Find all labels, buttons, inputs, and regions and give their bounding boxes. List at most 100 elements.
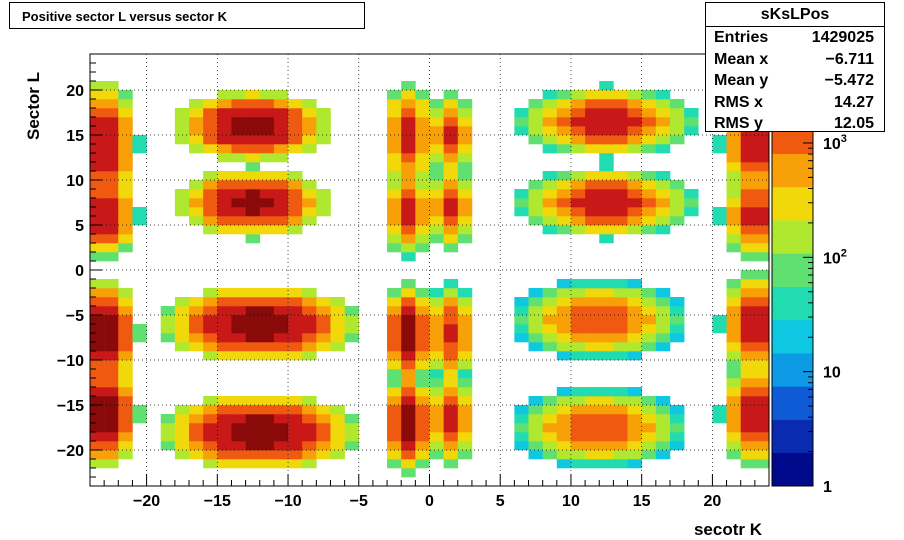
heatmap-cell <box>344 432 360 442</box>
heatmap-cell <box>542 117 558 127</box>
heatmap-cell <box>429 153 444 163</box>
heatmap-cell <box>90 198 105 208</box>
heatmap-cell <box>429 162 444 172</box>
heatmap-cell <box>231 189 246 199</box>
heatmap-cell <box>726 216 742 226</box>
heatmap-cell <box>231 351 246 361</box>
heatmap-cell <box>641 108 657 118</box>
heatmap-cell <box>401 297 416 307</box>
heatmap-cell <box>457 324 473 334</box>
heatmap-cell <box>641 90 657 100</box>
heatmap-cell <box>669 333 685 343</box>
heatmap-cell <box>655 180 671 190</box>
heatmap-cell <box>132 405 147 415</box>
heatmap-cell <box>90 369 105 379</box>
heatmap-cell <box>316 405 331 415</box>
heatmap-cell <box>189 414 204 424</box>
heatmap-cell <box>330 297 345 307</box>
heatmap-cell <box>570 351 586 361</box>
heatmap-cell <box>528 99 543 109</box>
heatmap-cell <box>245 405 261 415</box>
heatmap-cell <box>330 414 345 424</box>
heatmap-cell <box>203 216 218 226</box>
heatmap-cell <box>627 432 642 442</box>
heatmap-cell <box>429 117 444 127</box>
heatmap-cell <box>104 90 119 100</box>
heatmap-cell <box>401 198 416 208</box>
color-palette: 1 10 102 103 <box>771 53 847 496</box>
heatmap-cell <box>556 387 572 397</box>
heatmap-cell <box>203 144 218 154</box>
heatmap-cell <box>556 216 572 226</box>
heatmap-cell <box>189 324 204 334</box>
heatmap-cell <box>231 333 246 343</box>
heatmap-cell <box>160 333 176 343</box>
heatmap-cell <box>401 225 416 235</box>
heatmap-cell <box>104 396 119 406</box>
heatmap-cell <box>599 297 614 307</box>
heatmap-cell <box>259 405 275 415</box>
heatmap-cell <box>104 252 119 262</box>
heatmap-cell <box>542 342 558 352</box>
heatmap-cell <box>542 171 558 181</box>
heatmap-cell <box>613 450 628 460</box>
heatmap-cell <box>90 432 105 442</box>
heatmap-cell <box>104 288 119 298</box>
heatmap-cell <box>302 108 317 118</box>
heatmap-cell <box>542 99 558 109</box>
heatmap-cell <box>160 423 176 433</box>
heatmap-cell <box>118 189 133 199</box>
stats-row: RMS x 14.27 <box>706 92 884 114</box>
heatmap-cell <box>259 306 275 316</box>
heatmap-cell <box>599 432 614 442</box>
heatmap-cell <box>189 450 204 460</box>
heatmap-cell <box>415 306 430 316</box>
heatmap-cell <box>273 153 289 163</box>
heatmap-cell <box>118 333 133 343</box>
heatmap-cell <box>740 423 756 433</box>
heatmap-cell <box>754 279 770 289</box>
heatmap-cell <box>599 306 614 316</box>
heatmap-cell <box>330 441 345 451</box>
heatmap-cell <box>273 333 289 343</box>
heatmap-cell <box>259 153 275 163</box>
heatmap-cell <box>118 180 133 190</box>
heatmap-cell <box>429 387 444 397</box>
heatmap-cell <box>259 126 275 136</box>
heatmap-cell <box>259 144 275 154</box>
heatmap-cell <box>754 333 770 343</box>
heatmap-cell <box>585 315 600 325</box>
heatmap-cell <box>203 396 218 406</box>
heatmap-cell <box>104 225 119 235</box>
heatmap-cell <box>90 99 105 109</box>
heatmap-cell <box>245 423 261 433</box>
heatmap-cell <box>245 396 261 406</box>
heatmap-cell <box>641 117 657 127</box>
heatmap-cell <box>273 198 289 208</box>
y-tick-label: −5 <box>66 308 84 325</box>
heatmap-cell <box>217 90 232 100</box>
heatmap-cell <box>217 126 232 136</box>
heatmap-cell <box>585 432 600 442</box>
heatmap-cell <box>641 441 657 451</box>
heatmap-cell <box>189 198 204 208</box>
heatmap-cell <box>457 207 473 217</box>
heatmap-cell <box>570 279 586 289</box>
palette-swatch <box>772 286 813 321</box>
heatmap-cell <box>316 108 331 118</box>
heatmap-cell <box>754 441 770 451</box>
heatmap-cell <box>754 234 770 244</box>
heatmap-cell <box>387 153 402 163</box>
heatmap-cell <box>259 351 275 361</box>
heatmap-cell <box>245 342 261 352</box>
heatmap-cell <box>273 306 289 316</box>
heatmap-cell <box>217 306 232 316</box>
heatmap-cell <box>556 450 572 460</box>
heatmap-cell <box>514 207 529 217</box>
heatmap-cell <box>217 99 232 109</box>
heatmap-cell <box>316 333 331 343</box>
heatmap-cell <box>457 423 473 433</box>
heatmap-cell <box>259 396 275 406</box>
heatmap-cell <box>415 171 430 181</box>
heatmap-cell <box>203 351 218 361</box>
